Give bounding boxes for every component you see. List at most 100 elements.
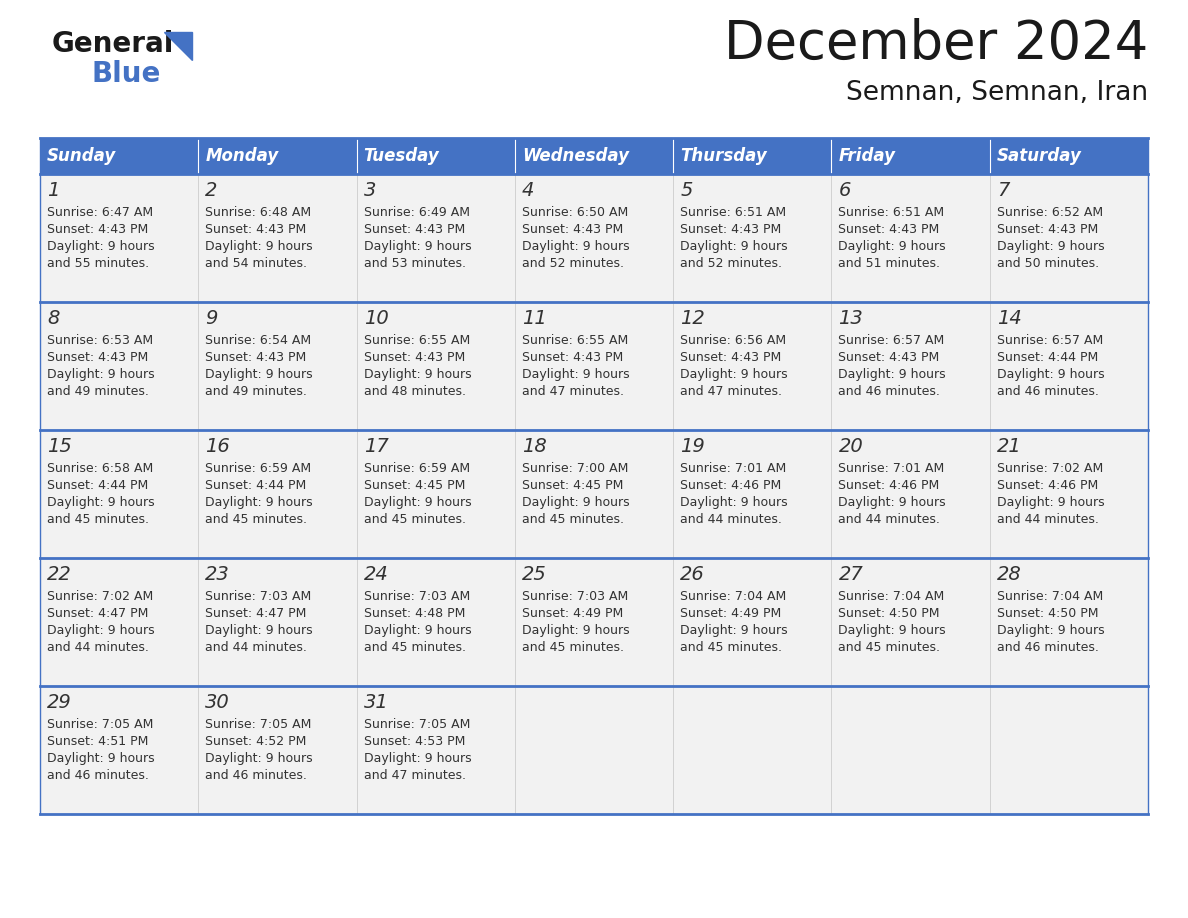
Text: and 52 minutes.: and 52 minutes. <box>522 257 624 270</box>
Text: Daylight: 9 hours: Daylight: 9 hours <box>206 752 312 765</box>
Text: Sunrise: 7:04 AM: Sunrise: 7:04 AM <box>997 590 1102 603</box>
Text: Sunrise: 6:53 AM: Sunrise: 6:53 AM <box>48 334 153 347</box>
Text: and 45 minutes.: and 45 minutes. <box>206 513 308 526</box>
Text: Sunrise: 6:50 AM: Sunrise: 6:50 AM <box>522 206 628 219</box>
Bar <box>674 174 832 302</box>
Text: Sunrise: 7:01 AM: Sunrise: 7:01 AM <box>839 462 944 475</box>
Text: Sunrise: 7:05 AM: Sunrise: 7:05 AM <box>48 718 153 731</box>
Text: Sunset: 4:43 PM: Sunset: 4:43 PM <box>839 223 940 236</box>
Text: Daylight: 9 hours: Daylight: 9 hours <box>364 496 472 509</box>
Text: Sunset: 4:49 PM: Sunset: 4:49 PM <box>681 607 782 620</box>
Text: Monday: Monday <box>206 147 278 165</box>
Text: 6: 6 <box>839 181 851 200</box>
Text: Sunset: 4:43 PM: Sunset: 4:43 PM <box>48 351 148 364</box>
Text: 4: 4 <box>522 181 535 200</box>
Bar <box>514 430 674 558</box>
Text: Daylight: 9 hours: Daylight: 9 hours <box>839 496 946 509</box>
Bar <box>356 686 514 814</box>
Text: Sunset: 4:50 PM: Sunset: 4:50 PM <box>997 607 1098 620</box>
Text: Sunset: 4:45 PM: Sunset: 4:45 PM <box>364 479 465 492</box>
Text: Sunset: 4:43 PM: Sunset: 4:43 PM <box>206 351 307 364</box>
Text: Daylight: 9 hours: Daylight: 9 hours <box>997 368 1105 381</box>
Text: 23: 23 <box>206 565 230 584</box>
Bar <box>356 558 514 686</box>
Text: Sunrise: 6:56 AM: Sunrise: 6:56 AM <box>681 334 786 347</box>
Text: Sunset: 4:53 PM: Sunset: 4:53 PM <box>364 735 465 748</box>
Text: and 44 minutes.: and 44 minutes. <box>48 641 148 654</box>
Bar <box>198 302 356 430</box>
Text: Sunset: 4:47 PM: Sunset: 4:47 PM <box>48 607 148 620</box>
Text: Sunrise: 7:04 AM: Sunrise: 7:04 AM <box>681 590 786 603</box>
Text: and 53 minutes.: and 53 minutes. <box>364 257 466 270</box>
Text: Sunrise: 7:02 AM: Sunrise: 7:02 AM <box>48 590 153 603</box>
Text: Sunrise: 6:51 AM: Sunrise: 6:51 AM <box>839 206 944 219</box>
Bar <box>40 430 198 558</box>
Bar <box>198 686 356 814</box>
Text: Sunset: 4:50 PM: Sunset: 4:50 PM <box>839 607 940 620</box>
Bar <box>674 302 832 430</box>
Text: Wednesday: Wednesday <box>522 147 628 165</box>
Text: Daylight: 9 hours: Daylight: 9 hours <box>206 368 312 381</box>
Text: Sunrise: 6:55 AM: Sunrise: 6:55 AM <box>522 334 628 347</box>
Text: Sunset: 4:49 PM: Sunset: 4:49 PM <box>522 607 624 620</box>
Text: Sunrise: 7:00 AM: Sunrise: 7:00 AM <box>522 462 628 475</box>
Text: Sunday: Sunday <box>48 147 116 165</box>
Bar <box>674 558 832 686</box>
Text: and 48 minutes.: and 48 minutes. <box>364 385 466 398</box>
Bar <box>40 558 198 686</box>
Text: Daylight: 9 hours: Daylight: 9 hours <box>364 624 472 637</box>
Text: Sunset: 4:43 PM: Sunset: 4:43 PM <box>206 223 307 236</box>
Text: and 44 minutes.: and 44 minutes. <box>997 513 1099 526</box>
Text: Sunset: 4:44 PM: Sunset: 4:44 PM <box>997 351 1098 364</box>
Text: and 47 minutes.: and 47 minutes. <box>364 769 466 782</box>
Text: Daylight: 9 hours: Daylight: 9 hours <box>522 368 630 381</box>
Bar <box>514 302 674 430</box>
Text: December 2024: December 2024 <box>723 18 1148 70</box>
Text: Sunset: 4:43 PM: Sunset: 4:43 PM <box>522 351 624 364</box>
Text: and 54 minutes.: and 54 minutes. <box>206 257 308 270</box>
Polygon shape <box>164 32 192 60</box>
Text: and 51 minutes.: and 51 minutes. <box>839 257 941 270</box>
Bar <box>832 686 990 814</box>
Text: Sunset: 4:43 PM: Sunset: 4:43 PM <box>48 223 148 236</box>
Text: 11: 11 <box>522 309 546 328</box>
Bar <box>514 686 674 814</box>
Text: and 55 minutes.: and 55 minutes. <box>48 257 150 270</box>
Text: and 49 minutes.: and 49 minutes. <box>48 385 148 398</box>
Text: Sunset: 4:46 PM: Sunset: 4:46 PM <box>839 479 940 492</box>
Text: and 45 minutes.: and 45 minutes. <box>364 513 466 526</box>
Text: 2: 2 <box>206 181 217 200</box>
Bar <box>990 558 1148 686</box>
Text: General: General <box>52 30 175 58</box>
Text: Daylight: 9 hours: Daylight: 9 hours <box>364 368 472 381</box>
Bar <box>990 174 1148 302</box>
Text: Tuesday: Tuesday <box>364 147 440 165</box>
Text: Sunset: 4:43 PM: Sunset: 4:43 PM <box>839 351 940 364</box>
Text: and 47 minutes.: and 47 minutes. <box>681 385 782 398</box>
Text: Daylight: 9 hours: Daylight: 9 hours <box>839 624 946 637</box>
Text: and 45 minutes.: and 45 minutes. <box>522 513 624 526</box>
Text: Sunset: 4:48 PM: Sunset: 4:48 PM <box>364 607 465 620</box>
Text: Daylight: 9 hours: Daylight: 9 hours <box>997 624 1105 637</box>
Bar <box>198 174 356 302</box>
Text: 19: 19 <box>681 437 704 456</box>
Text: 24: 24 <box>364 565 388 584</box>
Text: 18: 18 <box>522 437 546 456</box>
Text: 7: 7 <box>997 181 1009 200</box>
Bar <box>356 302 514 430</box>
Text: 15: 15 <box>48 437 71 456</box>
Text: Sunset: 4:51 PM: Sunset: 4:51 PM <box>48 735 148 748</box>
Text: Daylight: 9 hours: Daylight: 9 hours <box>48 624 154 637</box>
Text: 12: 12 <box>681 309 704 328</box>
Bar <box>40 686 198 814</box>
Text: Thursday: Thursday <box>681 147 767 165</box>
Text: Friday: Friday <box>839 147 896 165</box>
Text: Sunset: 4:44 PM: Sunset: 4:44 PM <box>206 479 307 492</box>
Text: 5: 5 <box>681 181 693 200</box>
Text: and 46 minutes.: and 46 minutes. <box>48 769 148 782</box>
Text: 30: 30 <box>206 693 230 712</box>
Text: 21: 21 <box>997 437 1022 456</box>
Text: Sunrise: 6:49 AM: Sunrise: 6:49 AM <box>364 206 469 219</box>
Text: Daylight: 9 hours: Daylight: 9 hours <box>206 624 312 637</box>
Text: 27: 27 <box>839 565 864 584</box>
